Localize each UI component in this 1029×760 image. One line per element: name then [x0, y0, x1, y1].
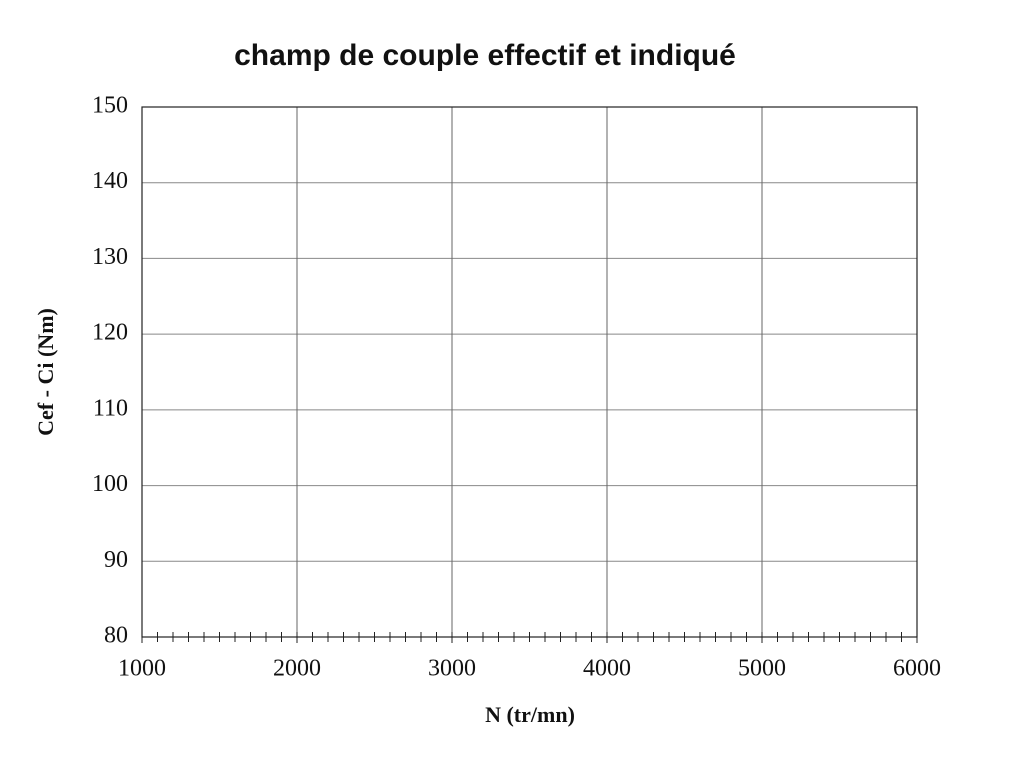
y-tick-label: 150: [92, 93, 128, 119]
y-tick-label: 100: [92, 471, 128, 497]
y-tick-label: 110: [93, 395, 128, 421]
chart-title: champ de couple effectif et indiqué: [234, 39, 736, 72]
y-tick-label: 120: [92, 320, 128, 346]
y-tick-label: 80: [104, 623, 128, 649]
y-axis-label: Cef - Ci (Nm): [33, 308, 58, 436]
x-tick-label: 5000: [738, 656, 786, 682]
x-tick-label: 3000: [428, 656, 476, 682]
y-tick-label: 130: [92, 244, 128, 270]
x-tick-label: 4000: [583, 656, 631, 682]
plot-frame: [141, 106, 918, 638]
x-tick-label: 2000: [273, 656, 321, 682]
x-tick-label: 6000: [893, 656, 941, 682]
x-axis-label: N (tr/mn): [485, 702, 575, 727]
x-tick-label: 1000: [118, 656, 166, 682]
y-tick-label: 90: [104, 547, 128, 573]
y-tick-label: 140: [92, 168, 128, 194]
